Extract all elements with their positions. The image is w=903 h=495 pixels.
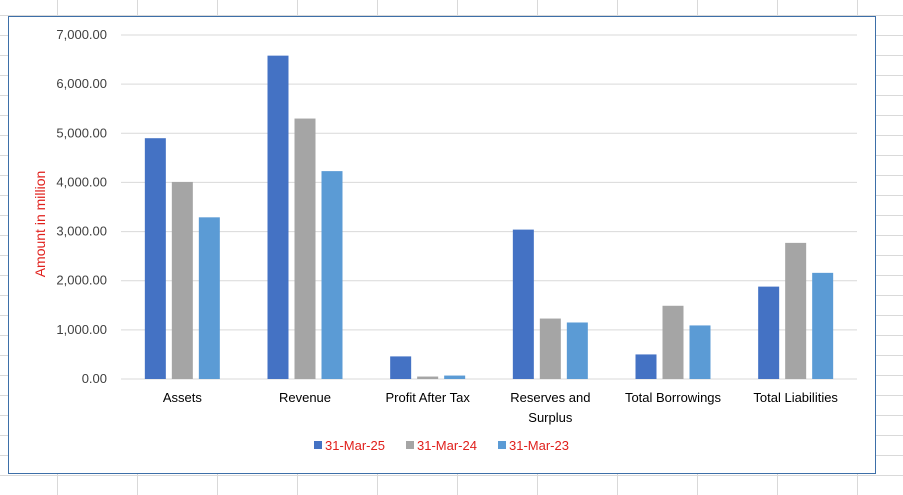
bar[interactable] [144, 138, 166, 379]
y-tick-label: 5,000.00 [56, 125, 107, 140]
legend-swatch [406, 441, 414, 449]
x-category-label: Profit After Tax [386, 390, 471, 405]
legend-label: 31-Mar-23 [509, 438, 569, 453]
y-axis-ticks: 0.00 1,000.00 2,000.00 3,000.00 4,000.00 5,00… [56, 27, 107, 386]
bar[interactable] [689, 325, 711, 379]
x-category-label: Revenue [279, 390, 331, 405]
y-tick-label: 6,000.00 [56, 76, 107, 91]
bar[interactable] [539, 318, 561, 379]
bar[interactable] [812, 272, 834, 379]
legend[interactable]: 31-Mar-25 31-Mar-24 31-Mar-23 [314, 438, 569, 453]
y-tick-label: 2,000.00 [56, 273, 107, 288]
x-category-label: Total Borrowings [625, 390, 722, 405]
bar[interactable] [198, 217, 220, 379]
bar[interactable] [512, 229, 534, 379]
legend-swatch [314, 441, 322, 449]
legend-swatch [498, 441, 506, 449]
legend-label: 31-Mar-25 [325, 438, 385, 453]
x-category-label: Surplus [528, 410, 573, 425]
x-axis-categories: Assets Revenue Profit After Tax Reserves an… [163, 390, 839, 425]
y-tick-label: 7,000.00 [56, 27, 107, 42]
bar[interactable] [321, 171, 343, 379]
bar[interactable] [267, 55, 289, 379]
y-tick-label: 0.00 [82, 371, 107, 386]
y-tick-label: 4,000.00 [56, 174, 107, 189]
bar-chart: 0.00 1,000.00 2,000.00 3,000.00 4,000.00 5,00… [32, 27, 857, 453]
legend-label: 31-Mar-24 [417, 438, 477, 453]
bar[interactable] [635, 354, 657, 379]
bars [144, 55, 834, 380]
bar[interactable] [566, 322, 588, 379]
bar[interactable] [171, 181, 193, 379]
y-axis-title: Amount in million [32, 171, 48, 278]
bar[interactable] [662, 305, 684, 379]
chart-area[interactable]: 0.00 1,000.00 2,000.00 3,000.00 4,000.00 5,00… [8, 16, 876, 474]
bar[interactable] [785, 242, 807, 379]
bar[interactable] [758, 286, 780, 379]
y-tick-label: 1,000.00 [56, 322, 107, 337]
x-category-label: Assets [163, 390, 203, 405]
bar[interactable] [294, 118, 316, 380]
bar[interactable] [417, 376, 439, 379]
x-category-label: Reserves and [510, 390, 590, 405]
gridlines [121, 34, 857, 380]
bar[interactable] [444, 375, 466, 379]
bar[interactable] [390, 356, 412, 379]
y-tick-label: 3,000.00 [56, 224, 107, 239]
x-category-label: Total Liabilities [753, 390, 838, 405]
